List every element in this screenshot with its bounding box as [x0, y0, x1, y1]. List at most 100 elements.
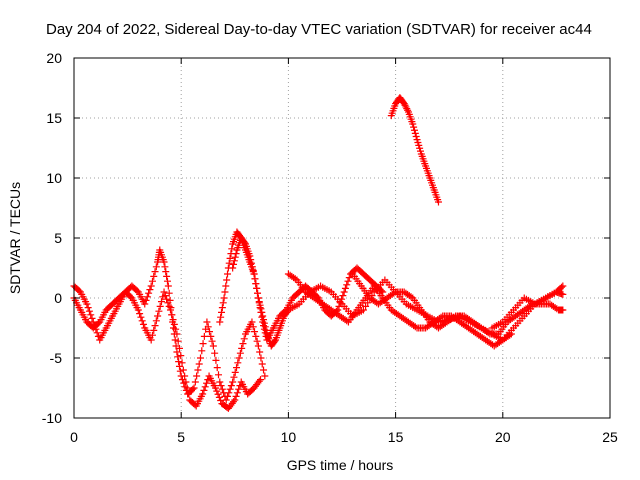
data-point — [75, 287, 83, 295]
data-point — [169, 316, 177, 324]
data-point — [238, 344, 246, 352]
y-tick-label: -10 — [42, 410, 62, 426]
x-tick-label: 15 — [388, 429, 404, 445]
data-point — [343, 281, 351, 289]
data-point — [165, 302, 173, 310]
data-point — [260, 325, 268, 333]
data-point — [176, 367, 184, 375]
data-point — [177, 352, 185, 360]
data-point — [179, 366, 187, 374]
data-point — [226, 385, 234, 393]
data-point — [233, 389, 241, 397]
data-point — [230, 373, 238, 381]
y-tick-label: 5 — [54, 230, 62, 246]
series-track-7 — [349, 270, 567, 338]
data-point — [257, 308, 265, 316]
data-point — [412, 132, 420, 140]
data-point — [226, 254, 234, 262]
data-point — [168, 311, 176, 319]
data-point — [141, 300, 149, 308]
data-point — [191, 378, 199, 386]
y-tick-label: 10 — [46, 170, 62, 186]
data-point — [403, 105, 411, 113]
data-point — [89, 318, 97, 326]
data-point — [253, 284, 261, 292]
data-point — [236, 349, 244, 357]
data-point — [84, 304, 92, 312]
chart-title: Day 204 of 2022, Sidereal Day-to-day VTE… — [46, 21, 592, 38]
data-point — [145, 289, 153, 297]
data-point — [250, 270, 258, 278]
data-point — [173, 330, 181, 338]
data-point — [281, 307, 289, 315]
data-point — [194, 366, 202, 374]
data-point — [211, 349, 219, 357]
data-point — [156, 302, 164, 310]
data-point — [172, 325, 180, 333]
x-tick-label: 0 — [70, 429, 78, 445]
data-point — [146, 286, 154, 294]
x-tick-label: 20 — [495, 429, 511, 445]
data-point — [252, 280, 260, 288]
data-point — [199, 390, 207, 398]
data-point — [251, 328, 259, 336]
data-point — [175, 358, 183, 366]
data-point — [260, 366, 268, 374]
data-point — [271, 337, 279, 345]
data-point — [359, 306, 367, 314]
data-point — [231, 253, 239, 261]
data-point — [182, 378, 190, 386]
x-tick-label: 10 — [281, 429, 297, 445]
data-point — [193, 372, 201, 380]
data-point — [261, 372, 269, 380]
data-point — [152, 317, 160, 325]
data-point — [255, 377, 263, 385]
data-point — [232, 250, 240, 258]
data-point — [259, 318, 267, 326]
y-axis-ticks: -10 -5 0 5 10 15 20 — [42, 50, 610, 426]
data-point — [175, 344, 183, 352]
data-point — [232, 392, 240, 400]
series-track-5 — [284, 270, 515, 350]
data-point — [257, 376, 265, 384]
data-point — [246, 252, 254, 260]
data-point — [223, 276, 231, 284]
data-point — [484, 329, 492, 337]
data-point — [215, 393, 223, 401]
data-point — [166, 306, 174, 314]
data-point — [162, 268, 170, 276]
data-point — [218, 304, 226, 312]
data-point — [133, 287, 141, 295]
data-point — [221, 288, 229, 296]
data-point — [85, 307, 93, 315]
data-point — [257, 354, 265, 362]
data-point — [251, 275, 259, 283]
data-point — [219, 299, 227, 307]
data-point — [558, 283, 566, 291]
data-point — [362, 302, 370, 310]
data-point — [249, 323, 257, 331]
data-point — [259, 312, 267, 320]
data-point — [171, 336, 179, 344]
data-point — [161, 263, 169, 271]
data-point — [404, 106, 412, 114]
data-point — [83, 300, 91, 308]
data-point — [161, 292, 169, 300]
data-point — [410, 123, 418, 131]
data-point — [216, 378, 224, 386]
data-point — [148, 331, 156, 339]
data-point — [94, 319, 102, 327]
data-point — [178, 359, 186, 367]
data-point — [152, 263, 160, 271]
data-point — [217, 396, 225, 404]
data-point — [234, 359, 242, 367]
data-point — [204, 323, 212, 331]
data-point — [252, 332, 260, 340]
data-point — [147, 282, 155, 290]
x-axis-label: GPS time / hours — [287, 457, 394, 473]
data-point — [230, 398, 238, 406]
y-tick-label: 20 — [46, 50, 62, 66]
data-point — [151, 268, 159, 276]
data-point — [155, 307, 163, 315]
data-point — [254, 289, 262, 297]
